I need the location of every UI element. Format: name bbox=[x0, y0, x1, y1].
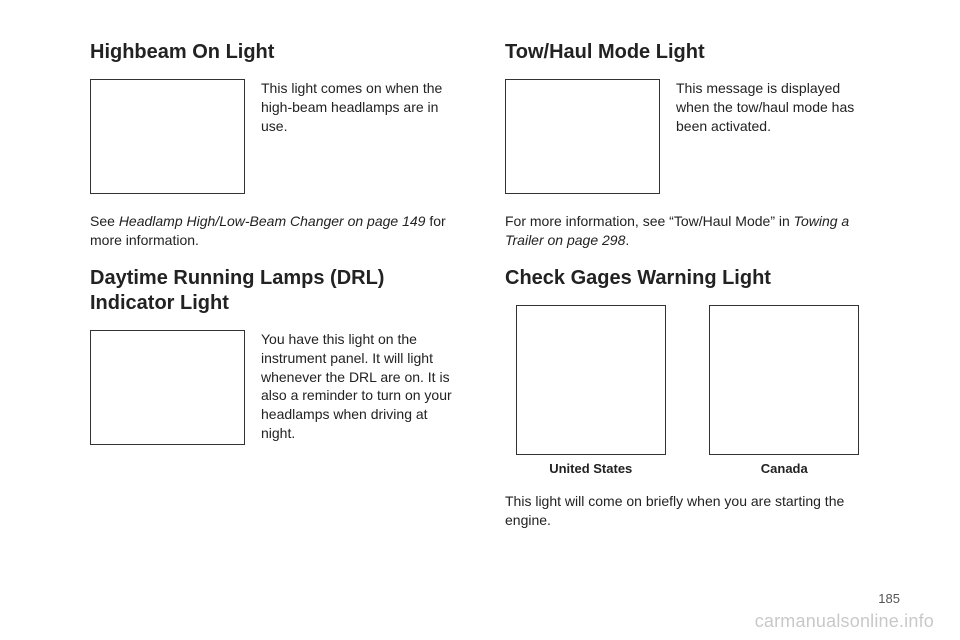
section-heading-towhaul: Tow/Haul Mode Light bbox=[505, 40, 870, 65]
page-number: 185 bbox=[878, 591, 900, 606]
columns: Highbeam On Light This light comes on wh… bbox=[90, 40, 870, 620]
manual-page: Highbeam On Light This light comes on wh… bbox=[0, 0, 960, 640]
section-heading-highbeam: Highbeam On Light bbox=[90, 40, 455, 65]
section-heading-checkgages: Check Gages Warning Light bbox=[505, 266, 870, 291]
checkgages-ca-image-placeholder bbox=[709, 305, 859, 455]
checkgages-us-caption: United States bbox=[549, 461, 632, 476]
highbeam-block: This light comes on when the high-beam h… bbox=[90, 79, 455, 194]
highbeam-description: This light comes on when the high-beam h… bbox=[261, 79, 455, 136]
checkgages-description: This light will come on briefly when you… bbox=[505, 492, 870, 530]
towhaul-description: This message is displayed when the tow/h… bbox=[676, 79, 870, 136]
left-column: Highbeam On Light This light comes on wh… bbox=[90, 40, 455, 620]
ref-prefix: For more information, see “Tow/Haul Mode… bbox=[505, 213, 794, 229]
highbeam-image-placeholder bbox=[90, 79, 245, 194]
highbeam-reference: See Headlamp High/Low-Beam Changer on pa… bbox=[90, 212, 455, 250]
drl-block: You have this light on the instrument pa… bbox=[90, 330, 455, 445]
drl-description: You have this light on the instrument pa… bbox=[261, 330, 455, 443]
checkgages-image-pair: United States Canada bbox=[505, 305, 870, 476]
drl-image-placeholder bbox=[90, 330, 245, 445]
checkgages-ca-caption: Canada bbox=[761, 461, 808, 476]
ref-link-text: Headlamp High/Low-Beam Changer on page 1… bbox=[119, 213, 426, 229]
ref-suffix: . bbox=[625, 232, 629, 248]
towhaul-block: This message is displayed when the tow/h… bbox=[505, 79, 870, 194]
checkgages-ca: Canada bbox=[699, 305, 871, 476]
towhaul-image-placeholder bbox=[505, 79, 660, 194]
ref-prefix: See bbox=[90, 213, 119, 229]
section-heading-drl: Daytime Running Lamps (DRL) Indicator Li… bbox=[90, 266, 455, 316]
watermark-text: carmanualsonline.info bbox=[755, 611, 934, 632]
checkgages-us-image-placeholder bbox=[516, 305, 666, 455]
towhaul-reference: For more information, see “Tow/Haul Mode… bbox=[505, 212, 870, 250]
right-column: Tow/Haul Mode Light This message is disp… bbox=[505, 40, 870, 620]
checkgages-us: United States bbox=[505, 305, 677, 476]
